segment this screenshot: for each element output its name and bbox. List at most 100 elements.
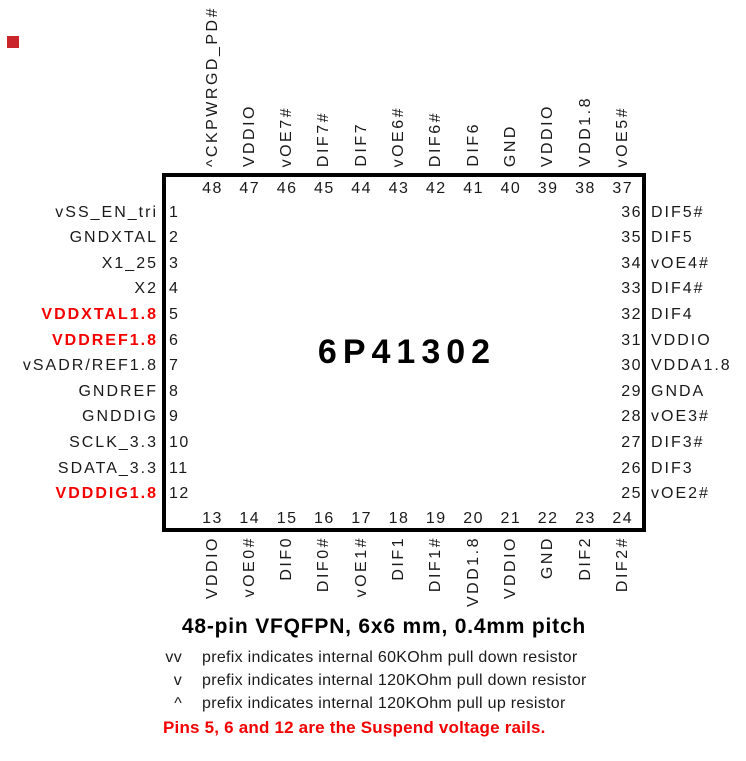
- pin-number-bottom: 24: [612, 510, 634, 527]
- pin-label-bottom: VDDIO: [501, 536, 519, 600]
- pin-label-top-wrap: DIF6#: [424, 3, 448, 167]
- pin-label-bottom-wrap: vOE0#: [238, 536, 262, 700]
- pin-number-right: 33: [621, 280, 642, 298]
- pin-number-top: 48: [202, 180, 223, 197]
- pin-label-bottom: DIF2: [576, 536, 594, 581]
- pin-number-right: 26: [621, 459, 642, 477]
- pin-label-left: VDDDIG1.8: [55, 485, 158, 503]
- note-prefix: v: [173, 672, 182, 689]
- pin-label-top-wrap: DIF6: [462, 3, 486, 167]
- pin-label-right: DIF4: [651, 305, 694, 323]
- pin-number-right: 25: [621, 485, 642, 503]
- pin-label-top-wrap: DIF7#: [312, 3, 336, 167]
- pin-label-top: DIF7: [352, 122, 370, 167]
- pin-label-top: ^CKPWRGD_PD#: [203, 5, 221, 167]
- pin-number-bottom: 17: [351, 510, 373, 527]
- pin-label-bottom: DIF0#: [315, 536, 333, 593]
- pin-number-left: 9: [169, 408, 180, 426]
- pin-label-right: vOE4#: [651, 254, 710, 272]
- pin-label-top-wrap: vOE7#: [275, 3, 299, 167]
- pin-label-top: vOE7#: [278, 105, 296, 167]
- pin-number-right: 32: [621, 305, 642, 323]
- pin-label-top: GND: [501, 123, 519, 167]
- pin-number-right: 28: [621, 408, 642, 426]
- pin-number-bottom: 18: [388, 510, 410, 527]
- pin-label-right: GNDA: [651, 382, 706, 400]
- pin-label-bottom-wrap: GND: [536, 536, 560, 700]
- pin-label-top: DIF7#: [315, 110, 333, 167]
- pin-label-left: VDDXTAL1.8: [41, 305, 158, 323]
- package-title: 48-pin VFQFPN, 6x6 mm, 0.4mm pitch: [181, 615, 587, 638]
- pin-number-left: 6: [169, 331, 180, 349]
- pin-label-top: DIF6#: [427, 110, 445, 167]
- pin-label-top-wrap: vOE6#: [387, 3, 411, 167]
- pin-number-left: 5: [169, 305, 180, 323]
- pin-number-right: 27: [621, 434, 642, 452]
- pin-number-bottom: 19: [425, 510, 447, 527]
- pin-number-left: 2: [169, 229, 180, 247]
- pin-label-top: VDDIO: [240, 103, 258, 167]
- pin-label-right: DIF5#: [651, 203, 705, 221]
- pin-label-right: vOE2#: [651, 485, 710, 503]
- pin-label-right: DIF5: [651, 229, 694, 247]
- pin-number-top: 43: [388, 180, 410, 197]
- pin-number-top: 39: [537, 180, 559, 197]
- pin-label-bottom-wrap: VDD1.8: [462, 536, 486, 700]
- pin-number-top: 42: [425, 180, 447, 197]
- note-prefix: ^: [174, 695, 182, 712]
- pin-number-top: 38: [575, 180, 596, 197]
- note-prefix: vv: [165, 649, 182, 666]
- pin-label-top-wrap: VDD1.8: [574, 3, 598, 167]
- note-row: vv prefix indicates internal 60KOhm pull …: [142, 646, 587, 669]
- pin-label-bottom: VDD1.8: [464, 536, 482, 608]
- pin-number-left: 12: [169, 485, 190, 503]
- pin-number-top: 44: [351, 180, 373, 197]
- pin-label-left: X2: [134, 280, 158, 298]
- pin-label-left: vSADR/REF1.8: [22, 357, 158, 375]
- pin-number-left: 10: [169, 434, 190, 452]
- pin-label-bottom-wrap: VDDIO: [201, 536, 225, 700]
- pin-number-left: 4: [169, 280, 180, 298]
- pin-number-top: 45: [313, 180, 335, 197]
- pin-label-top-wrap: DIF7: [350, 3, 374, 167]
- pin-number-left: 8: [169, 382, 180, 400]
- pin-number-bottom: 14: [239, 510, 261, 527]
- red-marker: [7, 36, 19, 48]
- pin-label-bottom: DIF2#: [613, 536, 631, 593]
- pin-number-bottom: 21: [500, 510, 522, 527]
- pin-label-bottom-wrap: DIF2#: [611, 536, 635, 700]
- pin-number-top: 46: [276, 180, 298, 197]
- pin-label-bottom-wrap: DIF1#: [424, 536, 448, 700]
- pin-label-bottom-wrap: DIF1: [387, 536, 411, 700]
- pin-label-right: VDDA1.8: [651, 357, 732, 375]
- pin-label-left: SCLK_3.3: [69, 434, 158, 452]
- note-text: prefix indicates internal 120KOhm pull u…: [202, 695, 566, 712]
- pin-label-bottom-wrap: DIF0#: [312, 536, 336, 700]
- pin-number-left: 3: [169, 254, 180, 272]
- pin-label-bottom-wrap: DIF2: [574, 536, 598, 700]
- pin-label-top: VDD1.8: [576, 95, 594, 167]
- pin-label-bottom: DIF0: [278, 536, 296, 581]
- pin-label-top-wrap: vOE5#: [611, 3, 635, 167]
- pin-number-right: 35: [621, 229, 642, 247]
- pin-label-bottom-wrap: vOE1#: [350, 536, 374, 700]
- chip-name: 6P41302: [317, 333, 497, 371]
- pin-label-right: DIF3#: [651, 434, 705, 452]
- pin-label-bottom: VDDIO: [203, 536, 221, 600]
- note-row: v prefix indicates internal 120KOhm pull …: [142, 669, 587, 692]
- pin-number-right: 36: [621, 203, 642, 221]
- pin-label-right: DIF4#: [651, 280, 705, 298]
- pin-number-top: 37: [612, 180, 634, 197]
- pin-number-bottom: 22: [537, 510, 559, 527]
- prefix-notes: vv prefix indicates internal 60KOhm pull …: [142, 646, 587, 715]
- pin-label-top-wrap: VDDIO: [238, 3, 262, 167]
- pin-label-bottom: DIF1: [390, 536, 407, 581]
- note-text: prefix indicates internal 120KOhm pull d…: [202, 672, 587, 689]
- pin-number-right: 34: [621, 254, 642, 272]
- pin-label-bottom-wrap: VDDIO: [499, 536, 523, 700]
- pin-label-top-wrap: ^CKPWRGD_PD#: [201, 3, 225, 167]
- note-text: prefix indicates internal 60KOhm pull do…: [202, 649, 578, 666]
- pin-label-left: vSS_EN_tri: [55, 203, 158, 221]
- pin-label-top: vOE5#: [613, 105, 631, 167]
